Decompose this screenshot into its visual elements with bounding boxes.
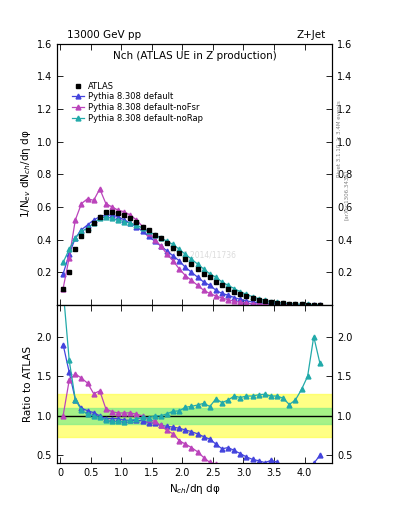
Bar bbox=[57, 408, 332, 424]
Text: Rivet 3.1.10, ≥ 3.4M events: Rivet 3.1.10, ≥ 3.4M events bbox=[337, 100, 342, 177]
Bar bbox=[57, 394, 332, 437]
Y-axis label: Ratio to ATLAS: Ratio to ATLAS bbox=[22, 346, 33, 422]
Text: 13000 GeV pp: 13000 GeV pp bbox=[67, 30, 141, 40]
Y-axis label: 1/N$_{ev}$ dN$_{ch}$/dη dφ: 1/N$_{ev}$ dN$_{ch}$/dη dφ bbox=[18, 130, 33, 219]
Text: ATLAS 2014/11736: ATLAS 2014/11736 bbox=[164, 251, 236, 260]
Text: Nch (ATLAS UE in Z production): Nch (ATLAS UE in Z production) bbox=[113, 51, 276, 61]
Text: Z+Jet: Z+Jet bbox=[297, 30, 326, 40]
Text: [arXiv:1306.3436]: [arXiv:1306.3436] bbox=[344, 169, 349, 220]
Legend: ATLAS, Pythia 8.308 default, Pythia 8.308 default-noFsr, Pythia 8.308 default-no: ATLAS, Pythia 8.308 default, Pythia 8.30… bbox=[70, 79, 205, 125]
X-axis label: N$_{ch}$/dη dφ: N$_{ch}$/dη dφ bbox=[169, 482, 220, 497]
